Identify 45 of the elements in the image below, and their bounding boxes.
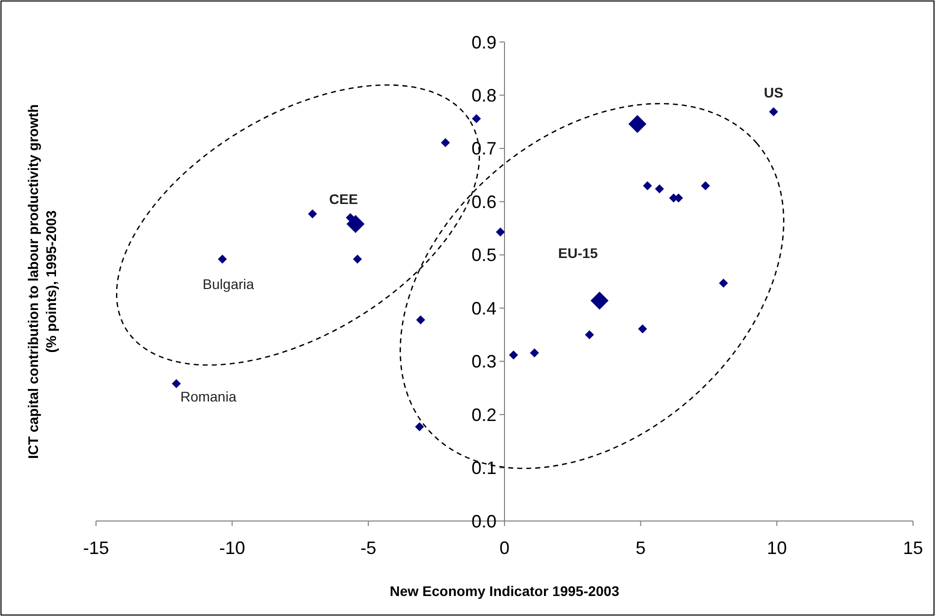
y-tick-label: 0.0	[471, 511, 496, 532]
y-tick-label: 0.3	[471, 352, 496, 372]
x-tick-label: 10	[766, 538, 787, 558]
x-tick-label: 5	[636, 538, 646, 558]
point	[628, 114, 646, 133]
x-tick-label: -10	[219, 538, 246, 558]
x-tick-label: 0	[499, 538, 510, 558]
y-tick-label: 0.6	[471, 192, 496, 212]
point	[654, 184, 664, 194]
annotation: Romania	[180, 388, 237, 405]
point	[508, 350, 518, 360]
point	[172, 379, 181, 388]
point	[440, 138, 450, 148]
point	[642, 181, 652, 190]
annotation: CEE	[329, 191, 358, 208]
point	[308, 209, 318, 218]
y-tick-label: 0.7	[471, 138, 496, 159]
point	[638, 324, 648, 334]
y-tick-label: 0.5	[471, 245, 496, 266]
y-tick-label: 0.1	[471, 458, 496, 478]
point	[700, 181, 710, 190]
point	[352, 254, 362, 264]
point	[496, 228, 505, 237]
x-tick-label: -5	[360, 538, 376, 558]
point	[415, 422, 424, 432]
annotation: EU-15	[558, 245, 598, 261]
x-axis-title: New Economy Indicator 1995-2003	[390, 583, 620, 599]
point	[416, 315, 426, 324]
y-tick-label: 0.8	[471, 86, 496, 106]
point	[346, 215, 365, 234]
point	[584, 330, 594, 340]
point	[472, 114, 481, 124]
y-tick-label: 0.4	[471, 298, 496, 318]
point	[769, 107, 778, 116]
y-axis-title: ICT capital contribution to labour productivity growth (% points), 1995-2003	[25, 104, 59, 459]
point	[718, 278, 728, 288]
point	[530, 348, 539, 358]
x-tick-label: 15	[902, 538, 924, 558]
annotation: US	[764, 84, 784, 101]
point	[590, 292, 609, 310]
point	[218, 254, 227, 264]
x-tick-label: -15	[82, 538, 110, 558]
y-tick-label: 0.9	[471, 32, 496, 52]
annotation: Bulgaria	[202, 276, 254, 292]
y-tick-label: 0.2	[471, 404, 496, 425]
